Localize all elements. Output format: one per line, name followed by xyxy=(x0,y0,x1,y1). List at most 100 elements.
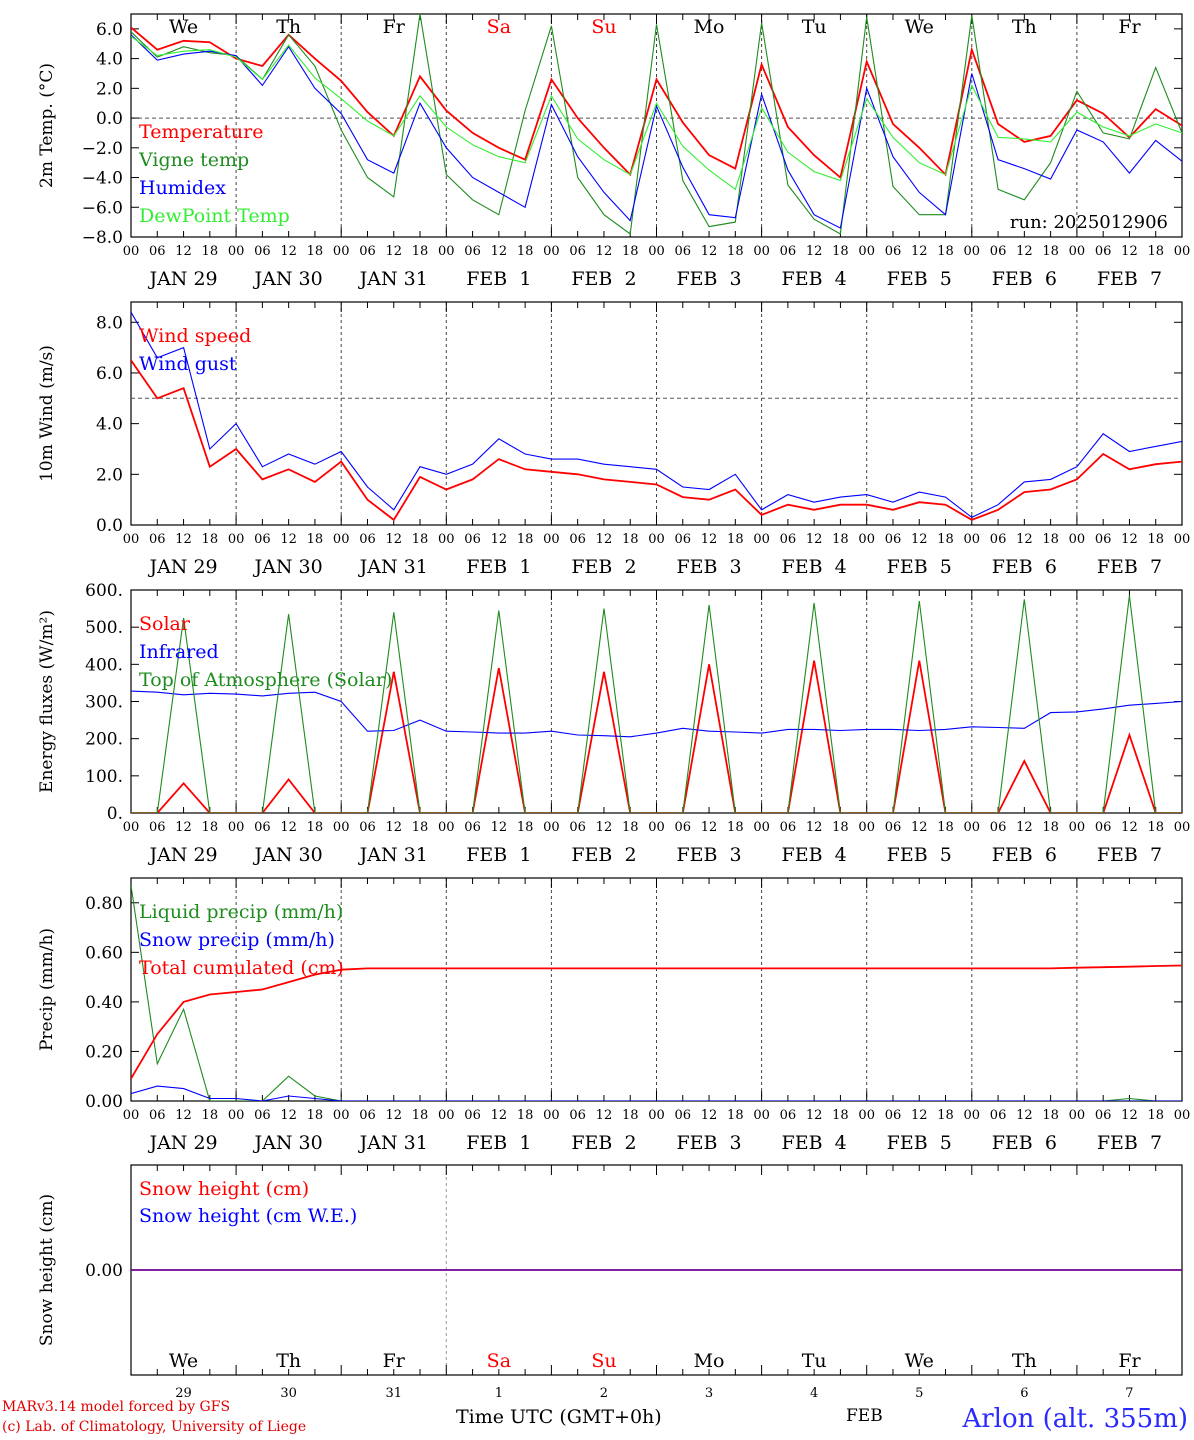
hour-tick-label: 18 xyxy=(727,532,744,547)
day-label: JAN 30 xyxy=(253,268,323,290)
legend-entry: Total cumulated (cm) xyxy=(139,957,344,979)
weekday-label: Sa xyxy=(487,1350,511,1372)
hour-tick-label: 00 xyxy=(648,244,665,259)
hour-tick-label: 00 xyxy=(1174,532,1191,547)
hour-tick-label: 06 xyxy=(885,532,902,547)
y-tick-label: 0.20 xyxy=(85,1042,123,1062)
hour-tick-label: 06 xyxy=(675,244,692,259)
hour-tick-label: 00 xyxy=(438,1108,455,1123)
day-label: FEB 2 xyxy=(571,268,636,290)
legend-entry: Temperature xyxy=(139,121,263,143)
day-label: FEB 7 xyxy=(1097,844,1162,866)
y-tick-label: −2.0 xyxy=(82,139,123,159)
hour-tick-label: 18 xyxy=(937,532,954,547)
day-label: FEB 1 xyxy=(466,1132,531,1154)
hour-tick-label: 18 xyxy=(307,820,324,835)
hour-tick-label: 00 xyxy=(753,1108,770,1123)
hour-tick-label: 12 xyxy=(1121,532,1138,547)
hour-tick-label: 18 xyxy=(307,244,324,259)
day-number-label: 7 xyxy=(1125,1386,1133,1401)
hour-tick-label: 00 xyxy=(333,1108,350,1123)
hour-tick-label: 18 xyxy=(1147,244,1164,259)
y-tick-label: 500. xyxy=(85,618,123,638)
hour-tick-label: 18 xyxy=(622,244,639,259)
panel-3: 600. 500. 400. 300. 200. 100. 0. Energy fluxes … xyxy=(37,581,1190,866)
hour-tick-label: 00 xyxy=(543,820,560,835)
y-tick-label: 4.0 xyxy=(96,50,123,70)
hour-tick-label: 06 xyxy=(254,1108,271,1123)
hour-tick-label: 00 xyxy=(1174,244,1191,259)
hour-tick-label: 00 xyxy=(1174,820,1191,835)
hour-tick-label: 12 xyxy=(385,244,402,259)
hour-tick-label: 00 xyxy=(333,820,350,835)
lab-credit: (c) Lab. of Climatology, University of L… xyxy=(2,1419,307,1435)
y-tick-label: 4.0 xyxy=(96,415,123,435)
hour-tick-label: 00 xyxy=(858,1108,875,1123)
y-axis-label: Precip (mm/h) xyxy=(37,928,57,1051)
legend-entry: Humidex xyxy=(139,177,226,199)
hour-tick-label: 12 xyxy=(175,244,192,259)
hour-tick-label: 18 xyxy=(517,1108,534,1123)
hour-tick-label: 00 xyxy=(753,532,770,547)
y-tick-label: 0.0 xyxy=(96,109,123,129)
y-axis-label: 10m Wind (m/s) xyxy=(37,345,57,482)
hour-tick-label: 00 xyxy=(123,820,140,835)
hour-tick-label: 06 xyxy=(675,532,692,547)
day-number-label: 4 xyxy=(810,1386,818,1401)
hour-tick-label: 00 xyxy=(438,244,455,259)
series-line-wind-gust xyxy=(131,311,1182,519)
hour-tick-label: 00 xyxy=(1069,532,1086,547)
weekday-label: Fr xyxy=(1118,16,1141,38)
weekday-label: Su xyxy=(591,1350,616,1372)
day-number-label: 5 xyxy=(915,1386,923,1401)
hour-tick-label: 00 xyxy=(648,532,665,547)
day-number-label: 3 xyxy=(705,1386,713,1401)
day-label: JAN 29 xyxy=(147,844,217,866)
day-label: FEB 2 xyxy=(571,1132,636,1154)
hour-tick-label: 06 xyxy=(885,1108,902,1123)
day-label: FEB 4 xyxy=(782,556,847,578)
hour-tick-label: 00 xyxy=(123,1108,140,1123)
legend-entry: Wind speed xyxy=(139,325,251,347)
series-line-total-cumulated-cm- xyxy=(131,964,1182,1080)
day-label: JAN 31 xyxy=(358,556,428,578)
hour-tick-label: 06 xyxy=(780,244,797,259)
hour-tick-label: 18 xyxy=(202,820,219,835)
hour-tick-label: 18 xyxy=(202,244,219,259)
hour-tick-label: 00 xyxy=(858,532,875,547)
day-label: FEB 5 xyxy=(887,844,952,866)
hour-tick-label: 12 xyxy=(911,244,928,259)
hour-tick-label: 06 xyxy=(254,532,271,547)
y-tick-label: 0. xyxy=(107,804,123,824)
day-label: FEB 6 xyxy=(992,556,1057,578)
hour-tick-label: 18 xyxy=(307,532,324,547)
weekday-label: Mo xyxy=(694,1350,725,1372)
y-tick-label: 0.60 xyxy=(85,943,123,963)
hour-tick-label: 18 xyxy=(307,1108,324,1123)
day-label: JAN 29 xyxy=(147,268,217,290)
hour-tick-label: 12 xyxy=(1016,532,1033,547)
hour-tick-label: 00 xyxy=(123,532,140,547)
hour-tick-label: 06 xyxy=(780,1108,797,1123)
hour-tick-label: 18 xyxy=(517,820,534,835)
hour-tick-label: 06 xyxy=(359,820,376,835)
weekday-label: Mo xyxy=(694,16,725,38)
hour-tick-label: 18 xyxy=(1042,1108,1059,1123)
y-tick-label: −6.0 xyxy=(82,198,123,218)
hour-tick-label: 18 xyxy=(832,244,849,259)
legend-entry: Vigne temp xyxy=(138,149,249,171)
hour-tick-label: 06 xyxy=(885,820,902,835)
day-number-label: 2 xyxy=(600,1386,608,1401)
hour-tick-label: 18 xyxy=(517,244,534,259)
hour-tick-label: 06 xyxy=(569,244,586,259)
hour-tick-label: 12 xyxy=(1121,1108,1138,1123)
y-tick-label: 6.0 xyxy=(96,20,123,40)
hour-tick-label: 12 xyxy=(806,244,823,259)
hour-tick-label: 12 xyxy=(491,532,508,547)
hour-tick-label: 06 xyxy=(885,244,902,259)
legend-entry: Infrared xyxy=(139,641,219,663)
day-number-label: 1 xyxy=(495,1386,503,1401)
hour-tick-label: 00 xyxy=(753,820,770,835)
day-label: FEB 6 xyxy=(992,268,1057,290)
hour-tick-label: 12 xyxy=(385,1108,402,1123)
